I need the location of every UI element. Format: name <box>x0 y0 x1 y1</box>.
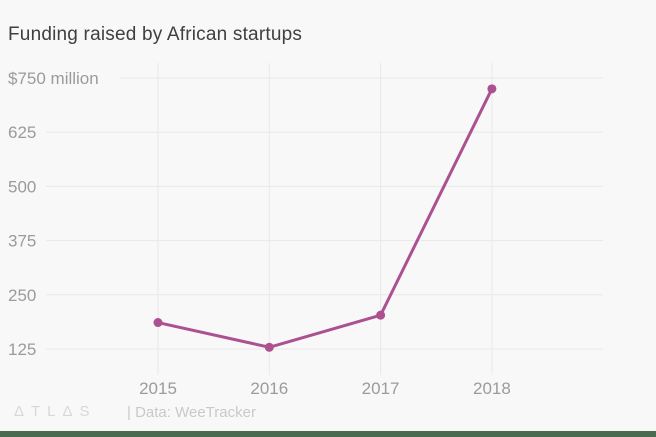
chart-title: Funding raised by African startups <box>8 24 303 45</box>
atlas-logo: ΔTLΔS <box>14 403 97 420</box>
data-source-credit: | Data: WeeTracker <box>127 404 256 421</box>
y-axis-tick-label: 500 <box>8 177 36 196</box>
y-axis-tick-label: 125 <box>8 340 36 359</box>
y-axis-tick-label: 250 <box>8 286 36 305</box>
data-point <box>487 84 497 94</box>
x-axis-tick-label: 2018 <box>473 379 511 398</box>
x-axis-tick-label: 2015 <box>139 379 177 398</box>
y-axis-tick-label: $750 million <box>8 69 99 88</box>
y-axis-tick-label: 375 <box>8 232 36 251</box>
data-point <box>153 318 163 328</box>
brand-bottom-bar <box>0 431 656 437</box>
data-point <box>376 310 386 320</box>
data-point <box>264 342 274 352</box>
x-axis-tick-label: 2016 <box>250 379 288 398</box>
x-axis-tick-label: 2017 <box>362 379 400 398</box>
y-axis-tick-label: 625 <box>8 123 36 142</box>
data-line <box>156 87 494 349</box>
